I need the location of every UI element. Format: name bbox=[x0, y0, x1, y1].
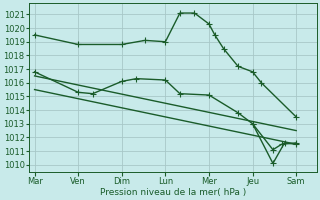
X-axis label: Pression niveau de la mer( hPa ): Pression niveau de la mer( hPa ) bbox=[100, 188, 246, 197]
